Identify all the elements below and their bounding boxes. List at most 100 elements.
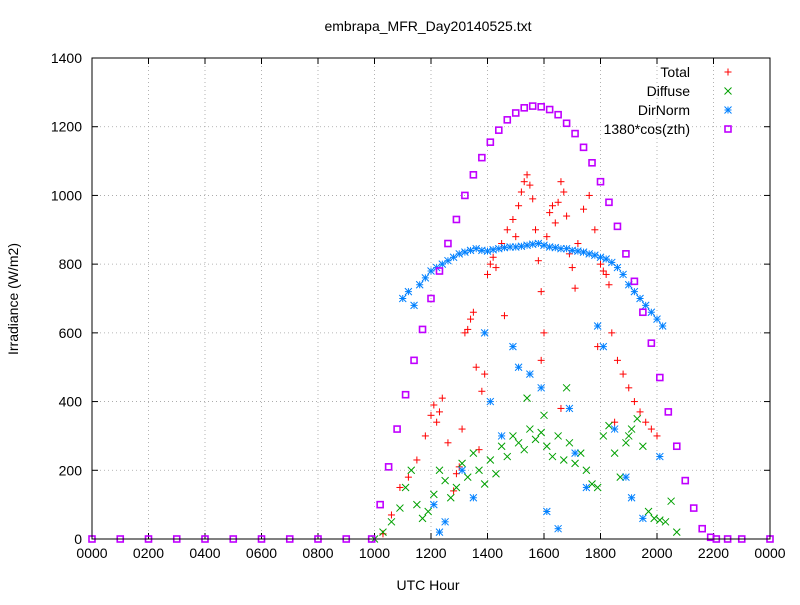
series-3 [88, 102, 774, 543]
data-point [480, 329, 489, 337]
square-box [486, 138, 495, 146]
star-b [542, 507, 551, 516]
data-point [435, 267, 444, 275]
data-point [500, 243, 509, 252]
data-point [486, 138, 495, 146]
data-point [520, 445, 529, 454]
star-b [506, 243, 514, 251]
data-point [387, 511, 395, 519]
data-point [528, 102, 537, 110]
star-b [398, 294, 407, 303]
data-point [520, 178, 528, 186]
data-point [446, 493, 455, 502]
data-point [418, 325, 427, 334]
data-point [557, 178, 565, 186]
square-box [689, 504, 698, 512]
data-point [461, 248, 469, 256]
data-point [554, 110, 562, 119]
star-b [565, 404, 574, 413]
data-point [514, 363, 523, 372]
star-b [444, 256, 452, 265]
data-point [568, 264, 576, 272]
legend-label: DirNorm [638, 102, 690, 118]
data-point [404, 287, 413, 296]
data-point [622, 250, 630, 258]
x-tick-label: 2200 [698, 545, 729, 561]
data-point [560, 188, 568, 196]
data-point [407, 466, 416, 475]
data-point [379, 528, 387, 536]
data-point [520, 104, 529, 112]
star-b [653, 315, 661, 323]
cross-b [509, 432, 517, 440]
data-point [441, 517, 449, 526]
star-b [480, 329, 489, 337]
data-point [435, 528, 444, 536]
data-point [639, 442, 647, 451]
x-tick-label: 1600 [528, 545, 559, 561]
legend: Total Diffuse DirNorm 1380*cos(zth) [604, 64, 732, 137]
x-tick-label: 1200 [415, 545, 446, 561]
cross-b [379, 528, 387, 536]
square-box [418, 325, 427, 334]
data-point [526, 370, 534, 378]
square-box [571, 129, 579, 138]
data-point [597, 260, 604, 268]
cross-b [486, 456, 495, 464]
cross-b [576, 449, 585, 457]
square-box [511, 109, 520, 117]
data-point [585, 249, 594, 258]
y-tick-label: 200 [59, 462, 83, 478]
star-b [582, 483, 591, 492]
cross-b [537, 428, 546, 437]
square-box [537, 102, 545, 111]
data-point [452, 215, 461, 224]
square-box [630, 277, 639, 286]
cross-b [469, 449, 478, 457]
cross-b [514, 438, 523, 447]
cross-b [540, 411, 548, 420]
data-point [596, 177, 605, 186]
data-point [565, 438, 574, 447]
data-point [633, 414, 642, 423]
cross-b [588, 480, 596, 488]
data-point [546, 209, 554, 217]
tick-layer: 0000 0200 0400 0600 0800 1000 1200 1400 1600 1800… [51, 50, 786, 561]
cross-b [429, 490, 438, 499]
data-point [503, 226, 511, 234]
cross-b [571, 459, 579, 468]
star-b [526, 370, 534, 378]
data-point [427, 294, 435, 303]
data-point [531, 435, 540, 444]
data-point [492, 469, 500, 478]
cross-b [435, 466, 444, 475]
square-box [698, 524, 707, 533]
square-box [503, 116, 512, 124]
cross-b [401, 483, 410, 492]
star-b [497, 432, 506, 440]
data-point [619, 270, 627, 279]
cross-b [672, 528, 681, 536]
square-box [647, 339, 656, 347]
data-point [514, 438, 523, 447]
data-point [622, 473, 630, 482]
square-box [579, 143, 588, 152]
square-box [605, 198, 613, 207]
data-point [444, 239, 452, 248]
data-point [656, 373, 664, 382]
data-point [545, 243, 554, 251]
data-point [642, 418, 650, 426]
data-point [480, 480, 489, 488]
data-point [593, 483, 602, 492]
data-point [565, 404, 574, 413]
cross-b [559, 456, 568, 464]
data-point [534, 239, 543, 248]
data-point [529, 195, 537, 203]
data-point [588, 158, 596, 167]
data-point [398, 294, 407, 303]
square-box [528, 102, 537, 110]
data-point [582, 466, 591, 475]
cross-b [413, 500, 421, 509]
data-point [463, 473, 472, 482]
